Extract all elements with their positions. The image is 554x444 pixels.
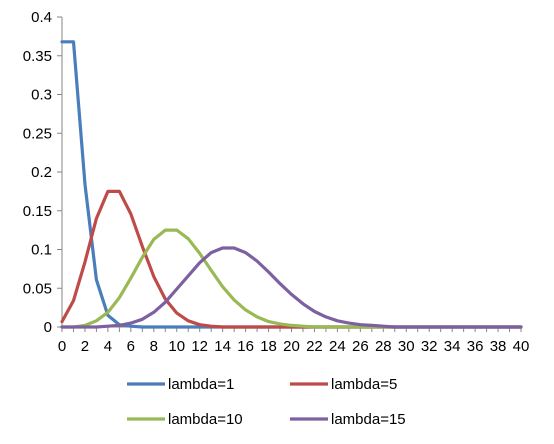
x-tick-label: 22 [306, 338, 323, 355]
y-tick-label: 0.4 [31, 9, 52, 26]
x-tick-label: 10 [168, 338, 185, 355]
x-tick-label: 6 [127, 338, 135, 355]
y-tick-label: 0.25 [23, 125, 52, 142]
series-layer [60, 40, 523, 329]
x-tick-label: 8 [150, 338, 158, 355]
y-tick-label: 0.1 [31, 242, 52, 259]
legend-label-lambda-1: lambda=1 [168, 376, 234, 393]
series-line-lambda-15 [60, 246, 523, 329]
y-tick-label: 0.2 [31, 164, 52, 181]
x-tick-label: 26 [352, 338, 369, 355]
x-tick-label: 34 [444, 338, 461, 355]
x-tick-label: 36 [467, 338, 484, 355]
series-line-lambda-5 [60, 189, 523, 329]
x-tick-label: 32 [421, 338, 438, 355]
y-tick-label: 0 [44, 319, 52, 336]
x-tick-label: 20 [283, 338, 300, 355]
x-tick-label: 12 [191, 338, 208, 355]
x-tick-label: 18 [260, 338, 277, 355]
x-tick-label: 38 [490, 338, 507, 355]
x-tick-label: 4 [104, 338, 112, 355]
legend-label-lambda-5: lambda=5 [331, 376, 397, 393]
x-tick-label: 40 [513, 338, 530, 355]
legend: lambda=1 lambda=5 lambda=10 lambda=15 [127, 376, 406, 428]
x-tick-label: 24 [329, 338, 346, 355]
axes-layer: 00.050.10.150.20.250.30.350.40 2 4 6 8 10 12 14… [23, 9, 530, 355]
y-tick-label: 0.35 [23, 48, 52, 65]
y-tick-label: 0.15 [23, 203, 52, 220]
x-tick-label: 2 [81, 338, 89, 355]
legend-label-lambda-10: lambda=10 [168, 411, 243, 428]
x-tick-label: 30 [398, 338, 415, 355]
series-line-lambda-10 [60, 228, 523, 329]
series-line-lambda-1 [60, 40, 523, 329]
y-tick-label: 0.3 [31, 87, 52, 104]
legend-label-lambda-15: lambda=15 [331, 411, 406, 428]
x-tick-label: 14 [214, 338, 231, 355]
x-tick-label: 0 [58, 338, 66, 355]
x-tick-label: 16 [237, 338, 254, 355]
y-tick-label: 0.05 [23, 280, 52, 297]
x-tick-label: 28 [375, 338, 392, 355]
